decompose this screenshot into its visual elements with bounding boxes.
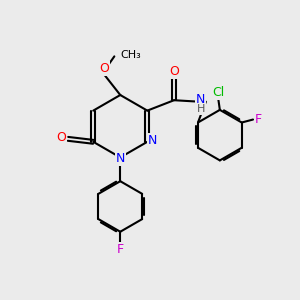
Text: H: H xyxy=(197,104,206,114)
Text: O: O xyxy=(169,65,179,78)
Text: N: N xyxy=(148,134,157,147)
Text: CH₃: CH₃ xyxy=(120,50,141,60)
Text: O: O xyxy=(56,131,66,144)
Text: O: O xyxy=(100,62,110,75)
Text: N: N xyxy=(196,93,206,106)
Text: N: N xyxy=(116,152,125,165)
Text: F: F xyxy=(117,243,124,256)
Text: Cl: Cl xyxy=(212,86,224,99)
Text: F: F xyxy=(255,113,262,126)
